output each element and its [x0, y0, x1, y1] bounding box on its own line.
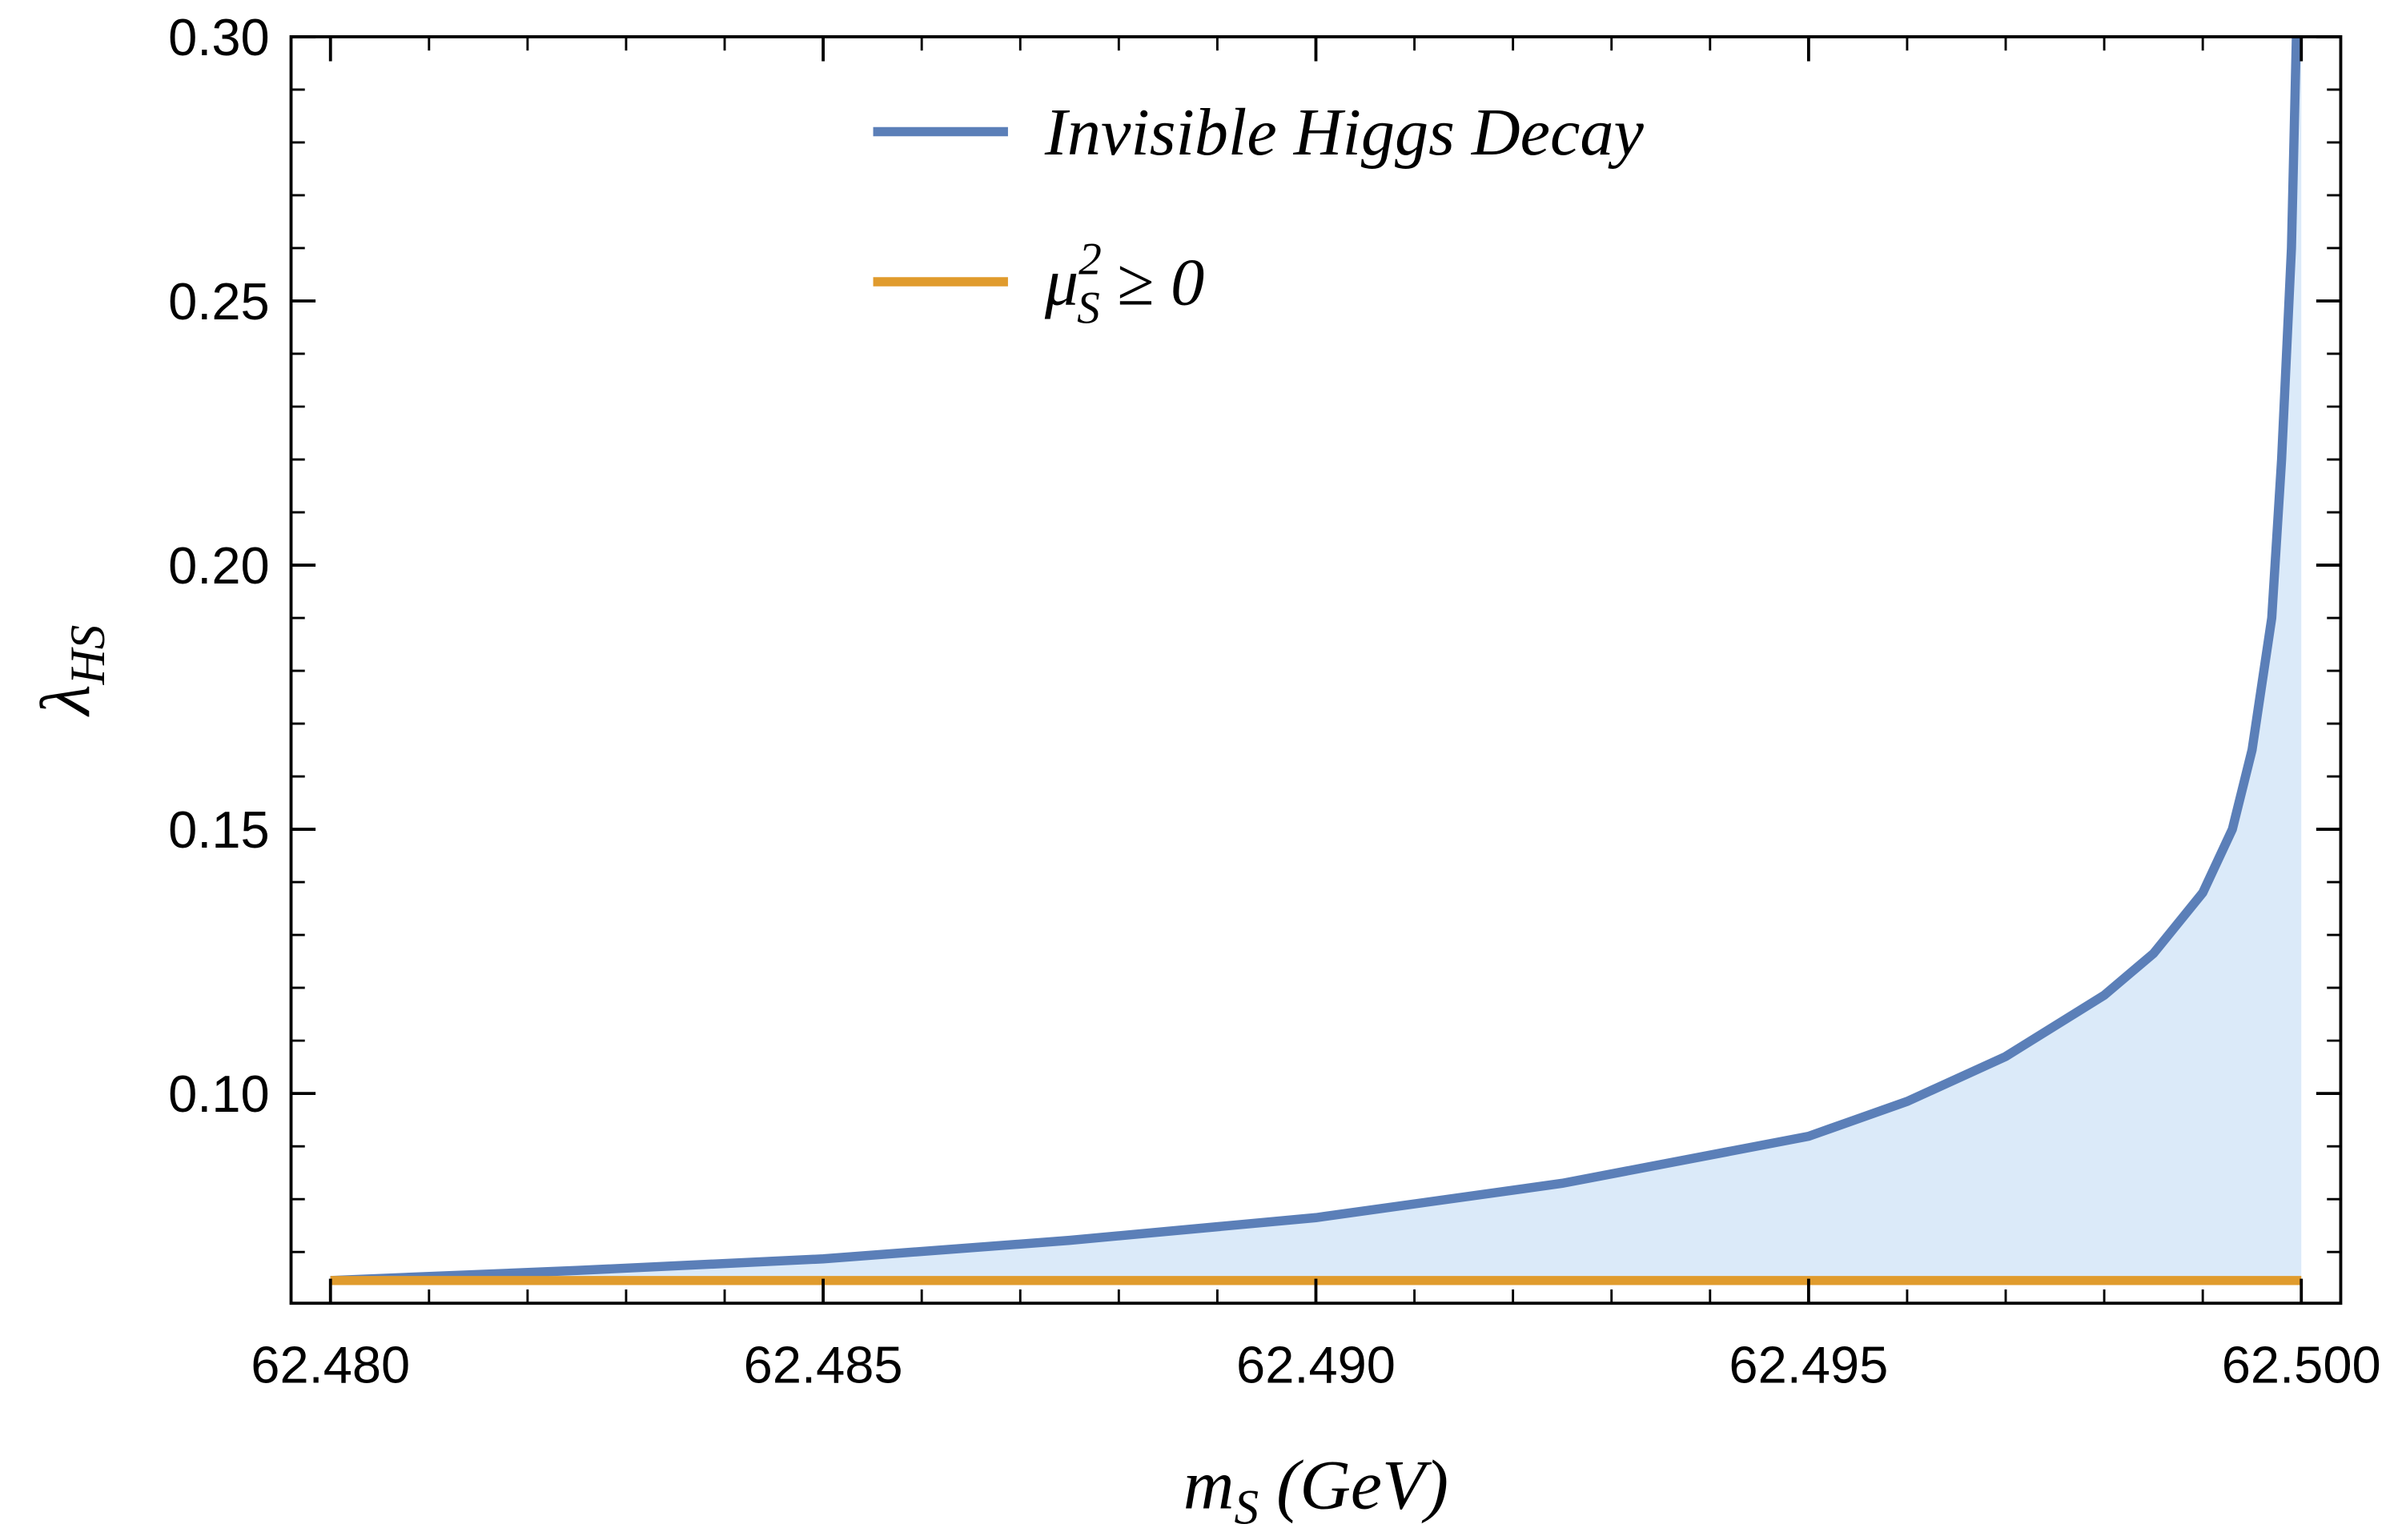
y-tick-label: 0.15 [168, 800, 270, 859]
legend-sub: S [1077, 283, 1100, 334]
legend-sup: 2 [1078, 234, 1102, 284]
x-tick-label: 62.495 [1729, 1336, 1888, 1394]
legend-text: μ [1044, 246, 1078, 320]
x-axis-label: mS (GeV) [1183, 1447, 1448, 1535]
legend-text: Invisible Higgs Decay [1044, 95, 1645, 170]
y-tick-label: 0.25 [168, 272, 270, 331]
x-tick-label: 62.490 [1236, 1336, 1396, 1394]
y-tick-label: 0.30 [168, 8, 270, 66]
line-series [330, 36, 2301, 1285]
y-label-sub: HS [61, 625, 115, 686]
legend-label: Invisible Higgs Decay [1044, 95, 1645, 170]
fill-area [330, 36, 2302, 1281]
x-label-part: (GeV) [1259, 1447, 1448, 1525]
legend-label: μ2 S ≥ 0 [1044, 234, 1204, 333]
x-label-sub: S [1234, 1481, 1259, 1535]
y-axis-label: λHS [27, 625, 115, 718]
x-tick-label: 62.485 [744, 1336, 903, 1394]
y-tick-label: 0.10 [168, 1065, 270, 1123]
y-tick-label: 0.20 [168, 536, 270, 595]
x-label-part: m [1183, 1447, 1235, 1525]
y-label-part: λ [27, 684, 105, 717]
x-tick-label: 62.480 [251, 1336, 410, 1394]
legend-text: ≥ 0 [1100, 246, 1204, 320]
x-tick-label: 62.500 [2222, 1336, 2381, 1394]
